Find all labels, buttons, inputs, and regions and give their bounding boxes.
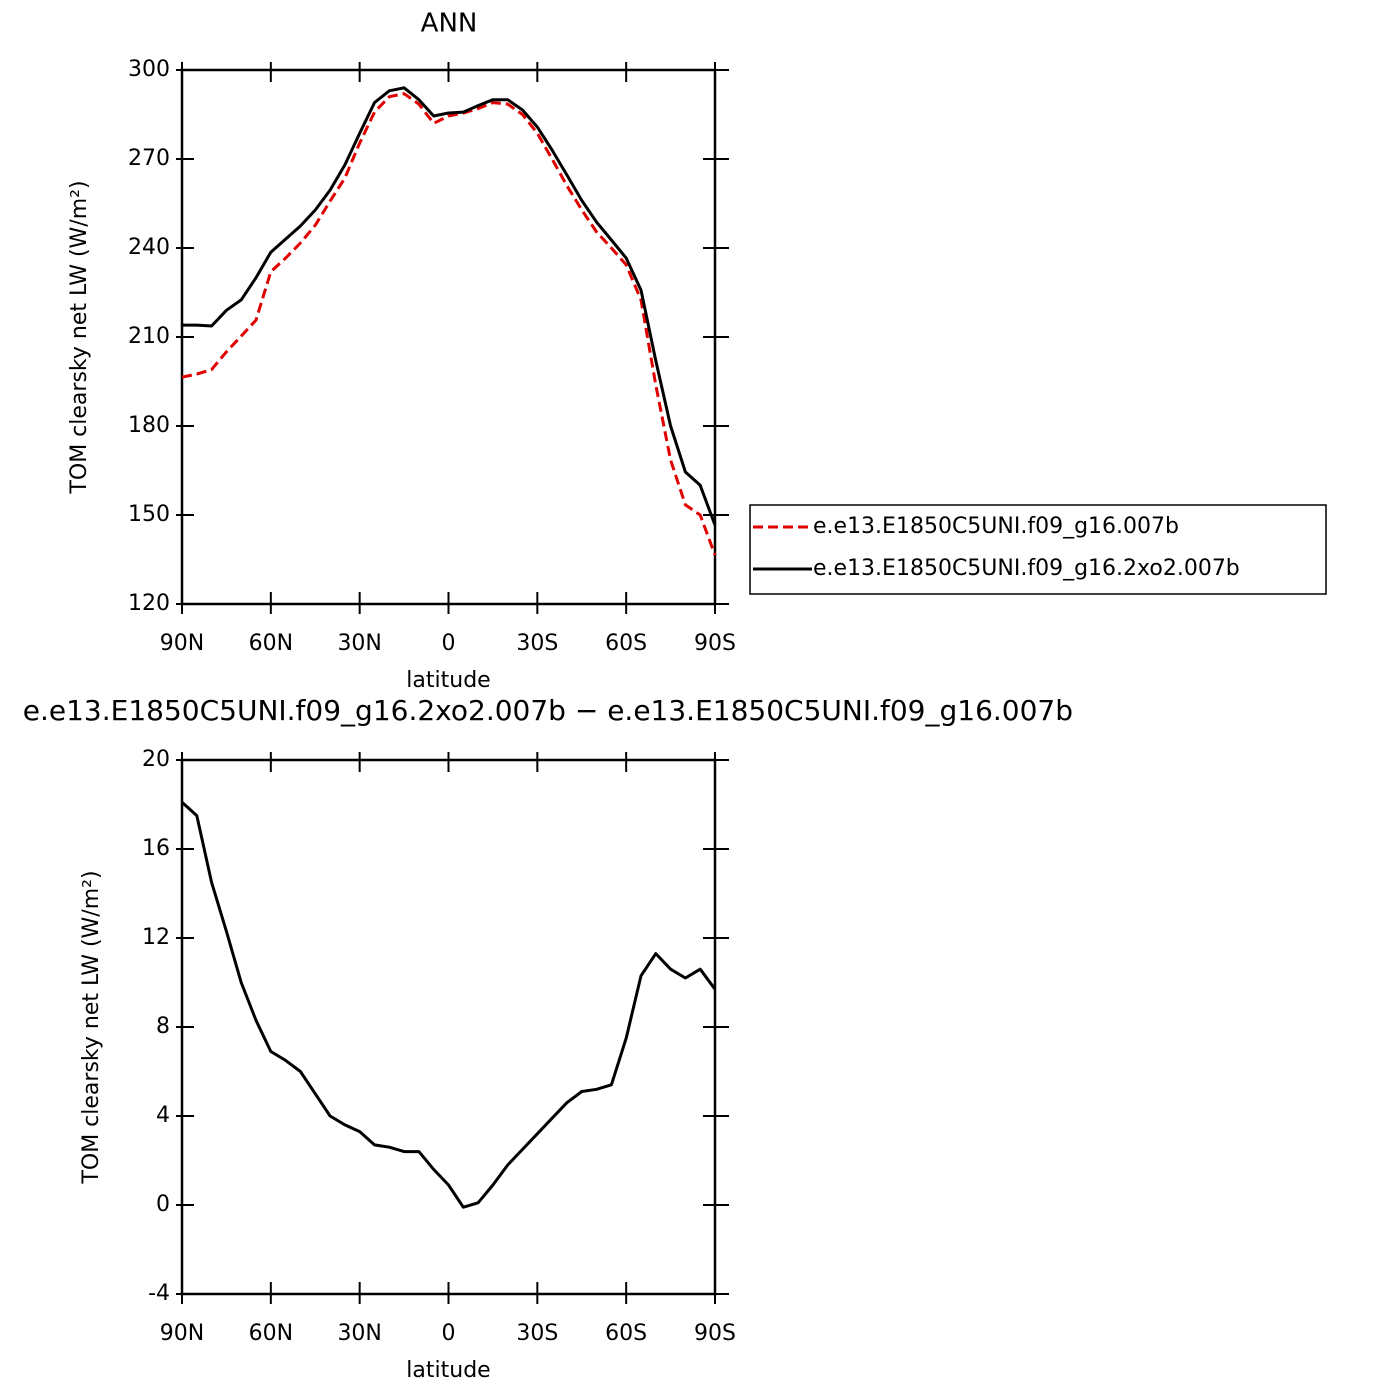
data-line bbox=[182, 86, 717, 526]
x-tick-label: 30N bbox=[337, 1321, 381, 1346]
x-axis-label: latitude bbox=[406, 668, 490, 693]
y-tick-label: 20 bbox=[142, 747, 170, 772]
y-axis-label: TOM clearsky net LW (W/m²) bbox=[67, 180, 92, 494]
x-tick-label: 60N bbox=[249, 631, 293, 656]
x-tick-label: 0 bbox=[442, 631, 456, 656]
y-axis-label: TOM clearsky net LW (W/m²) bbox=[79, 870, 104, 1184]
x-tick-label: 90N bbox=[160, 631, 204, 656]
x-tick-label: 90S bbox=[694, 1321, 736, 1346]
y-tick-label: 150 bbox=[128, 502, 170, 527]
data-line bbox=[181, 92, 717, 556]
x-tick-label: 30S bbox=[516, 1321, 558, 1346]
x-tick-label: 90N bbox=[160, 1321, 204, 1346]
y-tick-label: 240 bbox=[128, 235, 170, 260]
x-tick-label: 30N bbox=[337, 631, 381, 656]
legend-label: e.e13.E1850C5UNI.f09_g16.007b bbox=[813, 514, 1179, 539]
y-tick-label: 8 bbox=[156, 1014, 170, 1039]
y-tick-label: 120 bbox=[128, 591, 170, 616]
x-tick-label: 0 bbox=[442, 1321, 456, 1346]
x-axis-label: latitude bbox=[406, 1358, 490, 1383]
plot-frame bbox=[180, 68, 717, 606]
x-tick-label: 60S bbox=[605, 1321, 647, 1346]
y-tick-label: 0 bbox=[156, 1192, 170, 1217]
x-tick-label: 90S bbox=[694, 631, 736, 656]
y-tick-label: 4 bbox=[156, 1103, 170, 1128]
y-tick-label: 210 bbox=[128, 324, 170, 349]
y-tick-label: 300 bbox=[128, 57, 170, 82]
chart-title: e.e13.E1850C5UNI.f09_g16.2xo2.007b − e.e… bbox=[23, 694, 1073, 727]
legend-label: e.e13.E1850C5UNI.f09_g16.2xo2.007b bbox=[813, 556, 1240, 581]
y-tick-label: 16 bbox=[142, 836, 170, 861]
legend-box bbox=[749, 504, 1327, 595]
y-tick-label: 180 bbox=[128, 413, 170, 438]
y-tick-label: -4 bbox=[148, 1281, 170, 1306]
x-tick-label: 60S bbox=[605, 631, 647, 656]
x-tick-label: 30S bbox=[516, 631, 558, 656]
data-line bbox=[180, 801, 717, 1209]
y-tick-label: 270 bbox=[128, 146, 170, 171]
y-tick-label: 12 bbox=[142, 925, 170, 950]
chart-title: ANN bbox=[421, 9, 478, 39]
x-tick-label: 60N bbox=[249, 1321, 293, 1346]
plot-frame bbox=[180, 758, 717, 1296]
